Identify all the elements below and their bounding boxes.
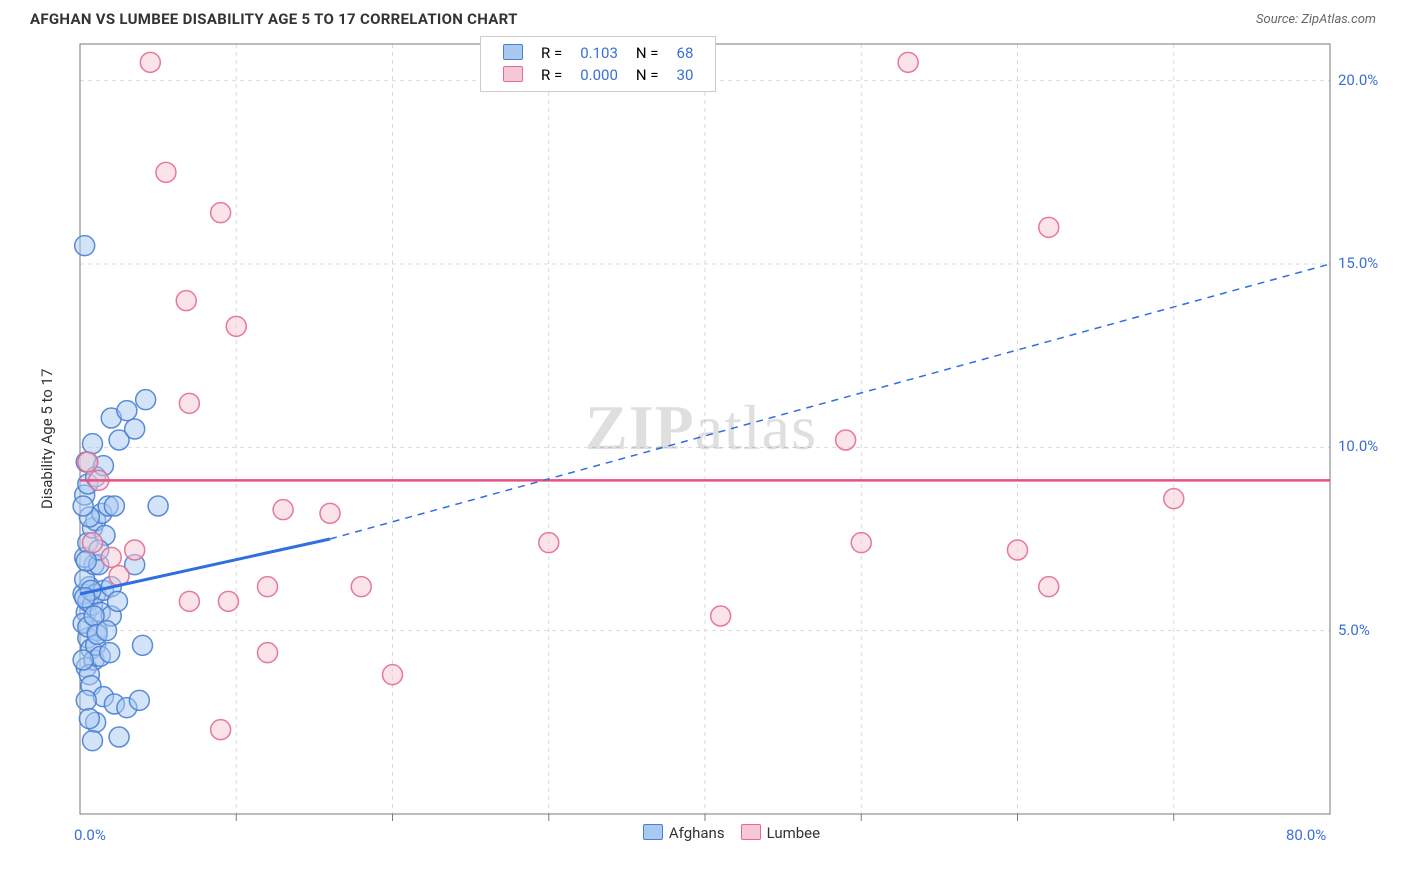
legend-r-label: R = xyxy=(533,43,570,63)
legend-n-value: 30 xyxy=(669,65,702,85)
legend-bottom: Afghans Lumbee xyxy=(627,824,820,842)
y-tick-label: 15.0% xyxy=(1338,254,1378,272)
legend-r-value: 0.000 xyxy=(572,65,626,85)
x-tick-label: 80.0% xyxy=(1286,826,1326,844)
legend-swatch xyxy=(503,44,523,60)
legend-n-label: N = xyxy=(628,43,667,63)
legend-series-label: Lumbee xyxy=(767,824,821,842)
legend-r-label: R = xyxy=(533,65,570,85)
y-tick-label: 5.0% xyxy=(1338,621,1370,639)
legend-r-value: 0.103 xyxy=(572,43,626,63)
header: AFGHAN VS LUMBEE DISABILITY AGE 5 TO 17 … xyxy=(0,0,1406,34)
legend-top: R =0.103N =68 R =0.000N =30 xyxy=(480,36,716,92)
legend-swatch xyxy=(643,824,663,840)
legend-n-value: 68 xyxy=(669,43,702,63)
y-tick-label: 10.0% xyxy=(1338,437,1378,455)
scatter-chart xyxy=(30,34,1376,854)
legend-series-label: Afghans xyxy=(669,824,725,842)
chart-area: Disability Age 5 to 17 ZIPatlas R =0.103… xyxy=(30,34,1376,854)
source-label: Source: ZipAtlas.com xyxy=(1256,12,1376,27)
y-axis-title: Disability Age 5 to 17 xyxy=(38,369,56,509)
legend-n-label: N = xyxy=(628,65,667,85)
legend-swatch xyxy=(741,824,761,840)
x-tick-label: 0.0% xyxy=(74,826,106,844)
chart-title: AFGHAN VS LUMBEE DISABILITY AGE 5 TO 17 … xyxy=(30,10,518,28)
y-tick-label: 20.0% xyxy=(1338,71,1378,89)
legend-swatch xyxy=(503,66,523,82)
